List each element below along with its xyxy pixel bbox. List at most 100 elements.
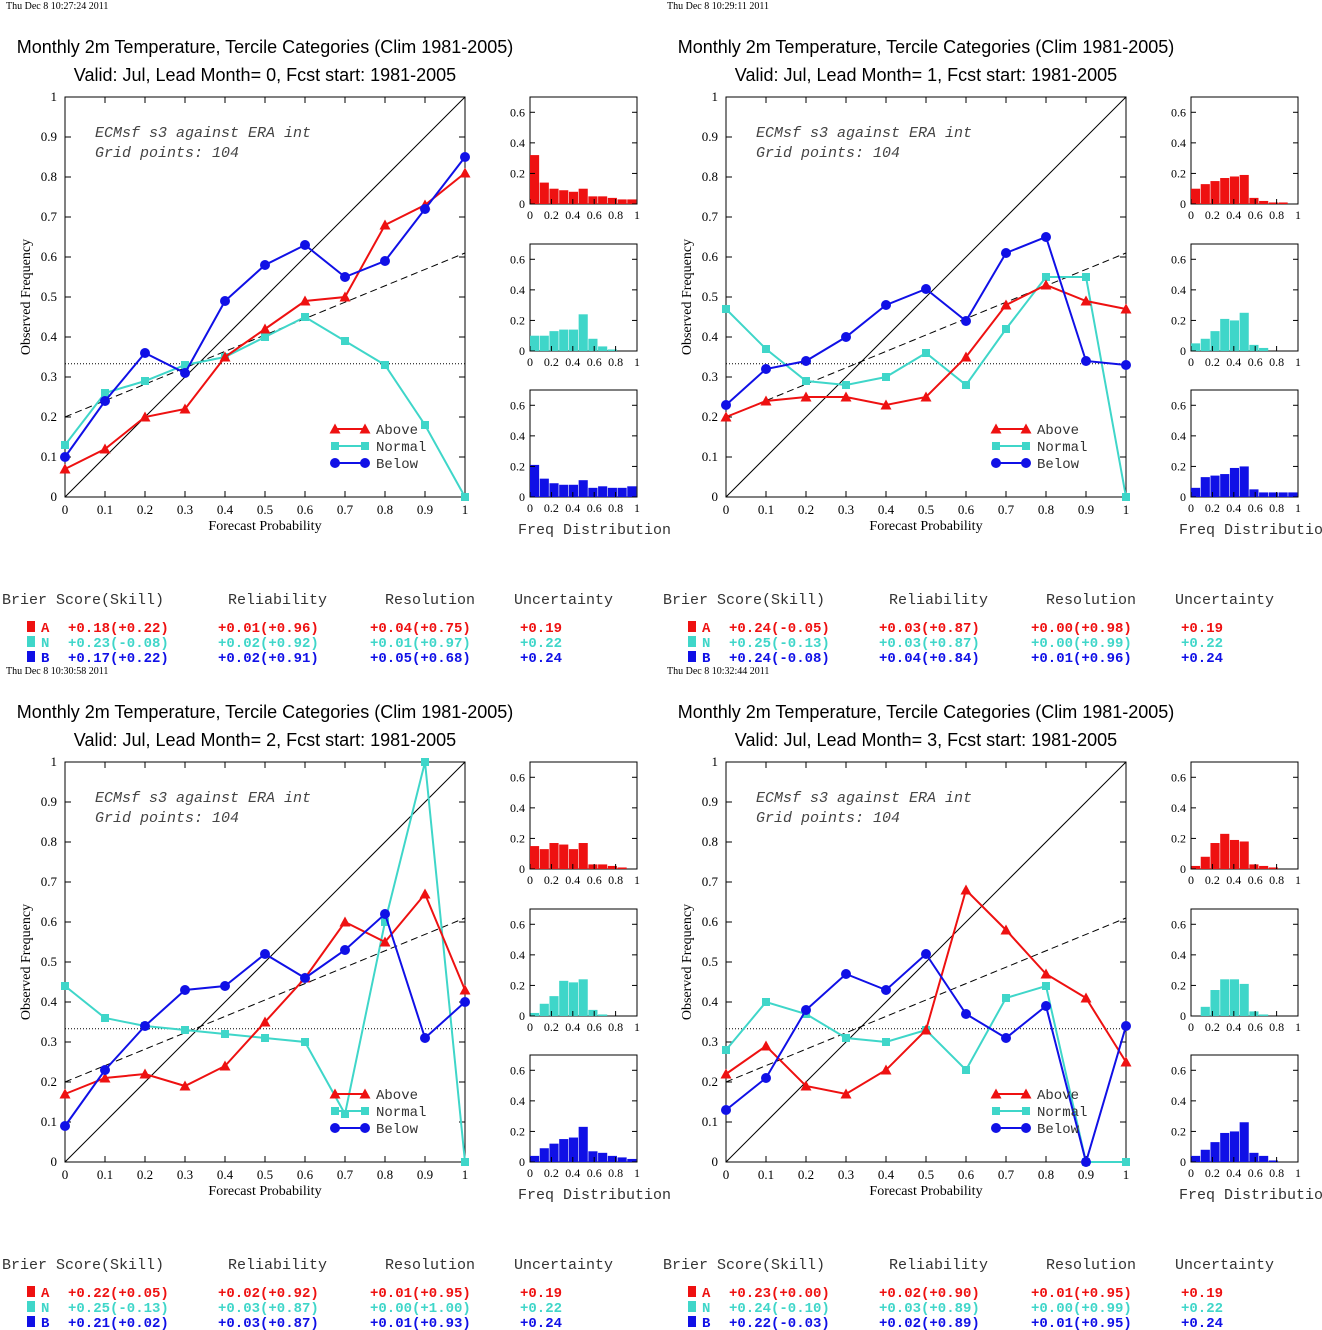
- square-marker: [962, 381, 970, 389]
- histogram-x-tick-label: 0.4: [565, 873, 580, 887]
- score-row-category: A: [41, 621, 50, 637]
- histogram-bar: [1259, 1014, 1269, 1016]
- square-marker: [61, 441, 69, 449]
- histogram-y-tick-label: 0.6: [1171, 917, 1186, 931]
- histogram-bar: [1259, 865, 1269, 869]
- series-line-below: [725, 235, 1127, 406]
- histogram-x-tick-label: 0: [527, 208, 533, 222]
- square-marker: [842, 381, 850, 389]
- y-tick-label: 1: [51, 89, 58, 104]
- square-marker: [1002, 325, 1010, 333]
- histogram-bar: [1210, 1142, 1220, 1162]
- y-tick-label: 0.1: [41, 449, 57, 464]
- histogram-x-tick-label: 0.2: [1205, 1020, 1220, 1034]
- square-marker: [361, 442, 369, 450]
- histogram-y-tick-label: 0.6: [1171, 1063, 1186, 1077]
- y-tick-label: 1: [51, 754, 58, 769]
- score-row-brier: +0.22(+0.05): [68, 1286, 169, 1302]
- histogram-bar: [598, 486, 608, 497]
- histogram-bar: [617, 1157, 627, 1162]
- histogram-bar: [568, 329, 579, 351]
- histogram-bar: [1191, 865, 1201, 869]
- histogram-x-tick-label: 0: [527, 873, 533, 887]
- score-header-brier: Brier Score(Skill): [2, 1257, 164, 1274]
- score-row-resolution: +0.00(+0.98): [1031, 621, 1132, 637]
- square-marker: [1022, 1107, 1030, 1115]
- histogram-y-tick-label: 0.6: [510, 917, 525, 931]
- histogram-x-tick-label: 0.2: [544, 355, 559, 369]
- histogram-bar: [559, 1139, 569, 1162]
- histogram-x-tick-label: 0.2: [1205, 208, 1220, 222]
- score-row-swatch: [688, 621, 696, 632]
- histogram-x-tick-label: 0.8: [608, 873, 623, 887]
- histogram-bar: [578, 979, 588, 1016]
- triangle-marker: [720, 411, 732, 422]
- histogram-bar: [1259, 200, 1269, 204]
- circle-marker: [1021, 458, 1031, 468]
- histogram-x-tick-label: 1: [634, 355, 640, 369]
- y-axis-label: Observed Frequency: [680, 239, 695, 355]
- histogram-bar: [1268, 202, 1278, 204]
- histogram-x-tick-label: 0: [527, 1166, 533, 1180]
- histogram-normal: 0 0.2 0.4 0.6 0 0.2 0.4 0.6 0.8 1: [510, 243, 640, 369]
- triangle-marker: [59, 463, 71, 474]
- score-row-brier: +0.17(+0.22): [68, 651, 169, 667]
- x-tick-label: 1: [1123, 502, 1130, 517]
- square-marker: [922, 349, 930, 357]
- score-row-category: B: [702, 651, 711, 667]
- score-row-brier: +0.21(+0.02): [68, 1316, 169, 1330]
- x-tick-label: 0.5: [257, 502, 273, 517]
- score-row-category: N: [41, 636, 49, 652]
- x-tick-label: 1: [462, 502, 469, 517]
- histogram-y-tick-label: 0.6: [510, 770, 525, 784]
- x-axis-label: Forecast Probability: [869, 1184, 982, 1199]
- x-tick-label: 0.1: [97, 502, 113, 517]
- histogram-y-tick-label: 0: [1180, 1009, 1186, 1023]
- histogram-bar: [588, 487, 598, 497]
- square-marker: [1122, 493, 1130, 501]
- histogram-x-tick-label: 0: [1188, 1020, 1194, 1034]
- histogram-bar: [530, 155, 540, 204]
- annotation-line: Grid points: 104: [95, 810, 239, 827]
- square-marker: [762, 998, 770, 1006]
- x-tick-label: 0.3: [177, 1167, 193, 1182]
- score-row-reliability: +0.02(+0.92): [218, 1286, 319, 1302]
- y-tick-label: 0.9: [702, 794, 718, 809]
- histogram-x-tick-label: 0.8: [608, 208, 623, 222]
- histogram-bar: [1191, 188, 1201, 204]
- score-row-resolution: +0.00(+0.99): [1031, 1301, 1132, 1317]
- histogram-x-tick-label: 1: [1295, 501, 1301, 515]
- circle-marker: [841, 969, 851, 979]
- y-axis-label: Observed Frequency: [19, 904, 34, 1020]
- y-tick-label: 0.7: [41, 874, 58, 889]
- y-tick-label: 0.1: [702, 1114, 718, 1129]
- histogram-x-tick-label: 1: [634, 208, 640, 222]
- score-row-uncertainty: +0.19: [520, 621, 562, 637]
- triangle-marker: [99, 1072, 111, 1083]
- triangle-marker: [219, 351, 231, 362]
- timestamp: Thu Dec 8 10:32:44 2011: [667, 666, 769, 677]
- score-row-resolution: +0.00(+0.99): [1031, 636, 1132, 652]
- square-marker: [1082, 273, 1090, 281]
- timestamp: Thu Dec 8 10:30:58 2011: [6, 666, 108, 677]
- histogram-below: 0 0.2 0.4 0.6 0 0.2 0.4 0.6 0.8 1: [1171, 389, 1301, 515]
- y-tick-label: 0: [51, 489, 58, 504]
- histogram-bar: [1239, 174, 1249, 204]
- score-header-uncertainty: Uncertainty: [1175, 592, 1274, 609]
- triangle-marker: [99, 443, 111, 454]
- triangle-marker: [880, 399, 892, 410]
- score-row-category: A: [41, 1286, 50, 1302]
- square-marker: [341, 1110, 349, 1118]
- x-tick-label: 0.7: [998, 502, 1015, 517]
- histogram-bar: [1220, 833, 1230, 869]
- histogram-bar: [1200, 1149, 1210, 1162]
- circle-marker: [140, 1021, 150, 1031]
- histogram-bar: [1249, 489, 1259, 497]
- y-tick-label: 1: [712, 754, 719, 769]
- histogram-x-tick-label: 0.8: [1269, 1020, 1284, 1034]
- histogram-x-tick-label: 0: [1188, 355, 1194, 369]
- histogram-bar: [568, 191, 579, 204]
- histogram-bar: [627, 1158, 637, 1162]
- score-row-swatch: [27, 1316, 35, 1327]
- score-row-brier: +0.22(-0.03): [729, 1316, 830, 1330]
